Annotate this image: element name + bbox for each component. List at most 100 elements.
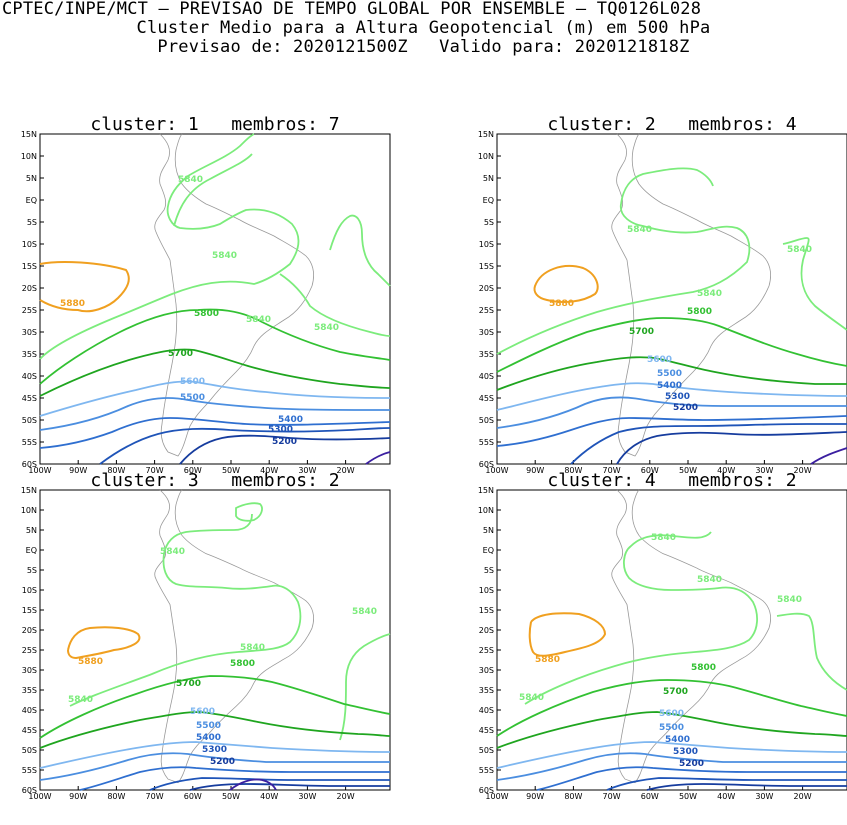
lon-label: 70W <box>603 466 621 475</box>
land-outline <box>611 489 771 784</box>
contour-5200 <box>189 783 390 791</box>
contour-5880 <box>528 612 607 657</box>
lat-label: 60S <box>22 786 37 795</box>
contour-5840 <box>39 133 391 360</box>
label-5800: 5800 <box>194 309 219 319</box>
panel-title: cluster: 1 membros: 7 <box>90 114 340 135</box>
contour-5840 <box>524 531 847 705</box>
lon-label: 30W <box>755 466 773 475</box>
panel-cluster-3: cluster: 3 membros: 2 15N 10N 5N EQ 5S 10S 15S… <box>21 470 391 825</box>
label-5880: 5880 <box>78 657 103 667</box>
contour-5400 <box>496 415 847 447</box>
land-outline <box>611 133 771 457</box>
lon-label: 90W <box>69 792 87 801</box>
map-panel-4: 15N 10N 5N EQ 5S 10S 15S 20S 25S 30S 35S 40S 45S 50S 5… <box>478 486 847 801</box>
map-panel-1: 15N 10N 5N EQ 5S 10S 15S 20S 25S 30S 35S 40S 45S 50S 5… <box>21 130 391 475</box>
contour-5500 <box>39 397 391 431</box>
contour-labels: 5880 5840 5840 5840 5800 5700 5600 5500 … <box>549 225 812 413</box>
south-america-coastline <box>611 133 771 457</box>
lon-label: 60W <box>641 792 659 801</box>
contour-5800 <box>39 675 391 739</box>
panel-cluster-2: cluster: 2 membros: 4 15N 10N 5N EQ 5S 10S 15S… <box>478 114 847 475</box>
map-frame <box>39 133 391 465</box>
label-5840: 5840 <box>627 225 652 235</box>
lat-label: 25S <box>479 646 494 655</box>
contour-5500 <box>496 752 847 781</box>
label-5600: 5600 <box>659 709 684 719</box>
contour-5840 <box>496 167 847 355</box>
contour-5700 <box>39 711 391 749</box>
contour-5700 <box>496 356 847 391</box>
header-line-1: CPTEC/INPE/MCT — PREVISAO DE TEMPO GLOBA… <box>2 0 702 19</box>
lon-label: 90W <box>69 466 87 475</box>
label-5400: 5400 <box>278 415 303 425</box>
lat-label: 5N <box>26 526 37 535</box>
contour-5880 <box>67 626 141 660</box>
label-5840: 5840 <box>697 575 722 585</box>
lon-label: 50W <box>679 466 697 475</box>
lon-label: 80W <box>564 792 582 801</box>
map-frame <box>496 133 847 465</box>
contour-5500 <box>39 752 390 781</box>
lon-label: 60W <box>184 792 202 801</box>
lat-label: 50S <box>479 416 494 425</box>
map-frame <box>496 489 847 791</box>
contour-5880 <box>39 261 130 313</box>
header-line-3: Previsao de: 2020121500Z Valido para: 20… <box>157 37 690 57</box>
lat-label: 45S <box>479 726 494 735</box>
lon-label: 70W <box>146 792 164 801</box>
label-5600: 5600 <box>180 377 205 387</box>
contour-5100 <box>229 778 277 791</box>
lat-label: 25S <box>22 646 37 655</box>
contour-5300 <box>99 427 391 465</box>
lon-label: 80W <box>107 792 125 801</box>
contour-5800 <box>496 679 847 737</box>
contour-5200 <box>646 783 847 791</box>
label-5880: 5880 <box>535 655 560 665</box>
lon-label: 100W <box>485 792 508 801</box>
lat-label: 5N <box>483 526 494 535</box>
lon-label: 40W <box>717 466 735 475</box>
lon-label: 20W <box>794 792 812 801</box>
label-5200: 5200 <box>673 403 698 413</box>
label-5400: 5400 <box>657 381 682 391</box>
lat-label: EQ <box>483 546 494 555</box>
panel-title: cluster: 4 membros: 2 <box>547 470 797 491</box>
contour-5300 <box>570 423 847 465</box>
contour-5700 <box>496 711 847 749</box>
lat-label: 35S <box>479 686 494 695</box>
lon-label: 100W <box>28 792 51 801</box>
label-5500: 5500 <box>180 393 205 403</box>
label-5200: 5200 <box>679 759 704 769</box>
contour-5800 <box>39 308 391 385</box>
lat-label: 40S <box>479 372 494 381</box>
contours <box>39 502 391 791</box>
lat-label: 20S <box>22 284 37 293</box>
lat-label: 10S <box>479 240 494 249</box>
lon-label: 50W <box>222 792 240 801</box>
lat-label: 20S <box>479 284 494 293</box>
lat-label: 55S <box>479 766 494 775</box>
lon-label: 40W <box>260 466 278 475</box>
lat-label: 40S <box>22 706 37 715</box>
lat-label: 30S <box>22 328 37 337</box>
axes-frame: 15N 10N 5N EQ 5S 10S 15S 20S 25S 30S 35S 40S 45S 50S 5… <box>478 486 847 801</box>
label-5840: 5840 <box>651 533 676 543</box>
map-panel-2: 15N 10N 5N EQ 5S 10S 15S 20S 25S 30S 35S 40S 45S 50S 5… <box>478 130 847 475</box>
label-5600: 5600 <box>190 707 215 717</box>
label-5300: 5300 <box>673 747 698 757</box>
lat-label: 55S <box>22 766 37 775</box>
lat-label: 10S <box>22 586 37 595</box>
lon-label: 80W <box>564 466 582 475</box>
lat-label: 5S <box>484 566 494 575</box>
label-5840: 5840 <box>246 315 271 325</box>
lat-label: 30S <box>479 328 494 337</box>
lat-label: 25S <box>479 306 494 315</box>
label-5300: 5300 <box>202 745 227 755</box>
label-5400: 5400 <box>196 733 221 743</box>
lat-label: 35S <box>22 350 37 359</box>
contours <box>496 531 847 791</box>
contour-5600 <box>496 741 847 769</box>
lon-label: 100W <box>485 466 508 475</box>
south-america-coastline <box>154 489 314 784</box>
